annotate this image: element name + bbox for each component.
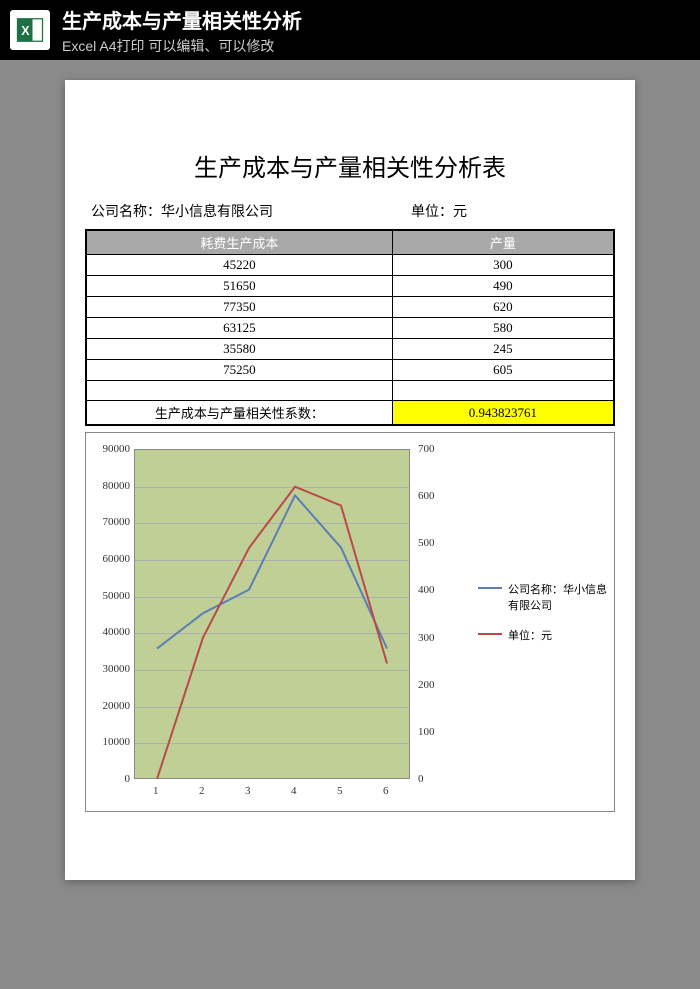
cell-cost: 77350 xyxy=(86,297,392,318)
unit-label: 单位：元 xyxy=(411,201,467,221)
cell-output: 580 xyxy=(392,318,614,339)
table-row-blank xyxy=(86,381,614,401)
legend-label: 单位：元 xyxy=(508,627,552,643)
header-title: 生产成本与产量相关性分析 xyxy=(62,5,302,34)
chart-legend: 公司名称：华小信息有限公司单位：元 xyxy=(478,441,608,807)
correlation-value: 0.943823761 xyxy=(392,401,614,426)
chart-lines xyxy=(88,441,420,789)
excel-icon: X xyxy=(10,10,50,50)
table-row: 45220300 xyxy=(86,255,614,276)
legend-item: 公司名称：华小信息有限公司 xyxy=(478,581,608,613)
table-row: 63125580 xyxy=(86,318,614,339)
correlation-row: 生产成本与产量相关性系数：0.943823761 xyxy=(86,401,614,426)
y-right-tick: 600 xyxy=(418,490,435,502)
correlation-label: 生产成本与产量相关性系数： xyxy=(86,401,392,426)
y-right-tick: 100 xyxy=(418,726,435,738)
legend-label: 公司名称：华小信息有限公司 xyxy=(508,581,608,613)
header-bar: X 生产成本与产量相关性分析 Excel A4打印 可以编辑、可以修改 xyxy=(0,0,700,60)
cell-output: 605 xyxy=(392,360,614,381)
info-row: 公司名称：华小信息有限公司 单位：元 xyxy=(85,201,615,221)
cell-output: 620 xyxy=(392,297,614,318)
y-right-tick: 300 xyxy=(418,632,435,644)
y-right-tick: 700 xyxy=(418,443,435,455)
legend-swatch xyxy=(478,587,502,589)
table-row: 51650490 xyxy=(86,276,614,297)
chart-area: 0100002000030000400005000060000700008000… xyxy=(88,441,478,807)
header-subtitle: Excel A4打印 可以编辑、可以修改 xyxy=(62,36,302,56)
cell-output: 300 xyxy=(392,255,614,276)
cell-cost: 45220 xyxy=(86,255,392,276)
svg-text:X: X xyxy=(21,24,30,38)
table-row: 35580245 xyxy=(86,339,614,360)
cell-cost: 51650 xyxy=(86,276,392,297)
page: 生产成本与产量相关性分析表 公司名称：华小信息有限公司 单位：元 耗费生产成本 … xyxy=(65,80,635,880)
document-title: 生产成本与产量相关性分析表 xyxy=(85,148,615,183)
cell-output: 245 xyxy=(392,339,614,360)
legend-swatch xyxy=(478,633,502,635)
y-right-tick: 200 xyxy=(418,679,435,691)
cell-cost: 63125 xyxy=(86,318,392,339)
legend-item: 单位：元 xyxy=(478,627,608,643)
company-label: 公司名称：华小信息有限公司 xyxy=(91,201,411,221)
y-right-tick: 400 xyxy=(418,584,435,596)
chart-container: 0100002000030000400005000060000700008000… xyxy=(85,432,615,812)
cell-cost: 75250 xyxy=(86,360,392,381)
table-row: 75250605 xyxy=(86,360,614,381)
y-right-tick: 500 xyxy=(418,537,435,549)
data-table: 耗费生产成本 产量 452203005165049077350620631255… xyxy=(85,229,615,426)
cell-cost: 35580 xyxy=(86,339,392,360)
cell-output: 490 xyxy=(392,276,614,297)
col-header-cost: 耗费生产成本 xyxy=(86,230,392,255)
table-row: 77350620 xyxy=(86,297,614,318)
col-header-output: 产量 xyxy=(392,230,614,255)
